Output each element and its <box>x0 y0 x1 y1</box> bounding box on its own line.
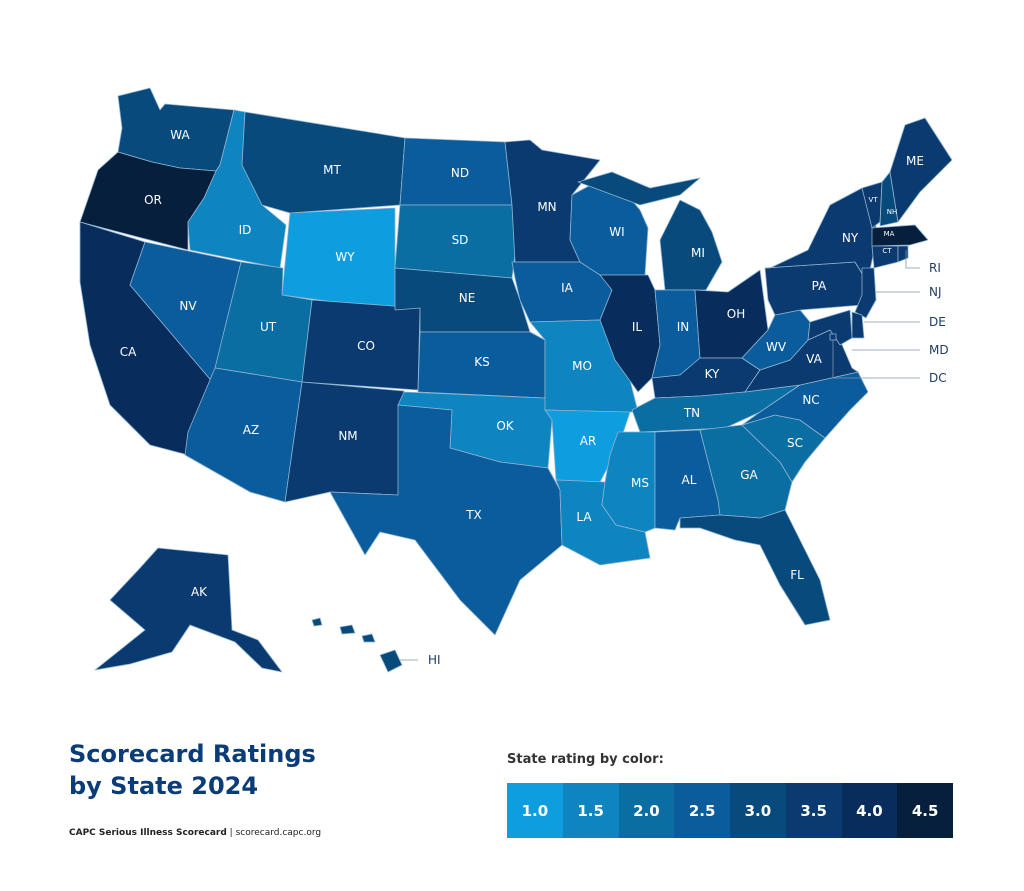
state-label-vt: VT <box>868 196 878 204</box>
source-credit: CAPC Serious Illness Scorecard | scoreca… <box>69 828 321 838</box>
state-label-wa: WA <box>170 128 190 142</box>
state-label-ia: IA <box>561 281 574 295</box>
title-line-1: Scorecard Ratings <box>69 740 316 768</box>
legend-swatch-1-0: 1.0 <box>507 783 563 838</box>
state-il <box>599 274 661 393</box>
state-label-nc: NC <box>802 393 819 407</box>
state-label-id: ID <box>239 223 252 237</box>
state-label-sc: SC <box>787 436 803 450</box>
state-ma <box>871 224 929 247</box>
state-label-nv: NV <box>179 299 197 313</box>
state-label-mi: MI <box>691 246 705 260</box>
title-line-2: by State 2024 <box>69 772 259 800</box>
state-label-tn: TN <box>683 406 700 420</box>
legend-swatch-4-0: 4.0 <box>841 783 898 838</box>
state-label-wv: WV <box>766 340 787 354</box>
state-label-oh: OH <box>727 307 745 321</box>
state-label-wi: WI <box>609 225 624 239</box>
legend-swatch-2-5: 2.5 <box>674 783 730 838</box>
state-nj <box>854 267 877 319</box>
rating-legend: 1.0 1.5 2.0 2.5 3.0 3.5 4.0 4.5 <box>507 783 953 838</box>
state-label-in: IN <box>677 320 690 334</box>
legend-swatch-3-5: 3.5 <box>785 783 842 838</box>
state-label-ny: NY <box>842 231 859 245</box>
state-labels: WA OR CA ID NV MT WY UT AZ CO NM ND SD NE KS OK TX MN IA MO… <box>120 128 949 667</box>
state-label-ar: AR <box>580 434 597 448</box>
state-label-nh: NH <box>887 208 898 216</box>
state-label-az: AZ <box>243 423 259 437</box>
state-ak <box>94 547 283 673</box>
state-label-al: AL <box>682 473 697 487</box>
state-label-il: IL <box>632 320 643 334</box>
state-tx <box>329 404 563 636</box>
state-label-fl: FL <box>790 568 804 582</box>
state-label-nd: ND <box>451 166 469 180</box>
state-label-nm: NM <box>338 429 357 443</box>
source-name: CAPC Serious Illness Scorecard <box>69 828 227 838</box>
state-label-ks: KS <box>474 355 490 369</box>
state-label-ut: UT <box>260 320 277 334</box>
legend-swatch-4-5: 4.5 <box>897 783 953 838</box>
state-de <box>851 311 865 339</box>
state-label-nj: NJ <box>929 285 942 299</box>
legend-swatch-3-0: 3.0 <box>730 783 786 838</box>
state-label-co: CO <box>357 339 375 353</box>
state-label-mt: MT <box>323 163 341 177</box>
state-label-dc: DC <box>929 371 947 385</box>
state-label-la: LA <box>576 510 592 524</box>
state-label-ms: MS <box>631 476 649 490</box>
legend-title: State rating by color: <box>507 752 664 767</box>
state-label-sd: SD <box>452 233 469 247</box>
state-label-wy: WY <box>335 250 355 264</box>
state-label-ne: NE <box>459 291 476 305</box>
state-label-hi: HI <box>428 653 441 667</box>
callout-lines <box>400 250 920 661</box>
state-me <box>889 117 953 223</box>
state-label-ri: RI <box>929 261 941 275</box>
state-md <box>807 309 853 346</box>
us-states-map: WA OR CA ID NV MT WY UT AZ CO NM ND SD NE KS OK TX MN IA MO… <box>79 87 953 673</box>
state-label-or: OR <box>144 193 162 207</box>
source-separator: | <box>226 828 236 838</box>
map-title: Scorecard Ratings by State 2024 <box>69 738 369 802</box>
state-label-ky: KY <box>705 367 720 381</box>
state-label-ma: MA <box>884 230 895 238</box>
state-label-md: MD <box>929 343 949 357</box>
legend-swatch-2-0: 2.0 <box>618 783 675 838</box>
state-label-ak: AK <box>191 585 208 599</box>
state-label-ga: GA <box>740 468 758 482</box>
state-fl <box>679 509 831 626</box>
legend-swatch-1-5: 1.5 <box>562 783 619 838</box>
state-label-de: DE <box>929 315 946 329</box>
state-label-ca: CA <box>120 345 137 359</box>
state-label-tx: TX <box>465 508 482 522</box>
state-label-mn: MN <box>537 200 556 214</box>
state-hi <box>311 617 403 673</box>
state-label-mo: MO <box>572 359 592 373</box>
state-label-va: VA <box>806 352 822 366</box>
state-label-ok: OK <box>496 419 514 433</box>
state-ri <box>897 245 909 263</box>
state-label-ct: CT <box>882 247 892 255</box>
state-label-me: ME <box>906 154 924 168</box>
state-dc <box>829 333 837 341</box>
source-url: scorecard.capc.org <box>235 828 322 838</box>
state-label-pa: PA <box>812 279 827 293</box>
